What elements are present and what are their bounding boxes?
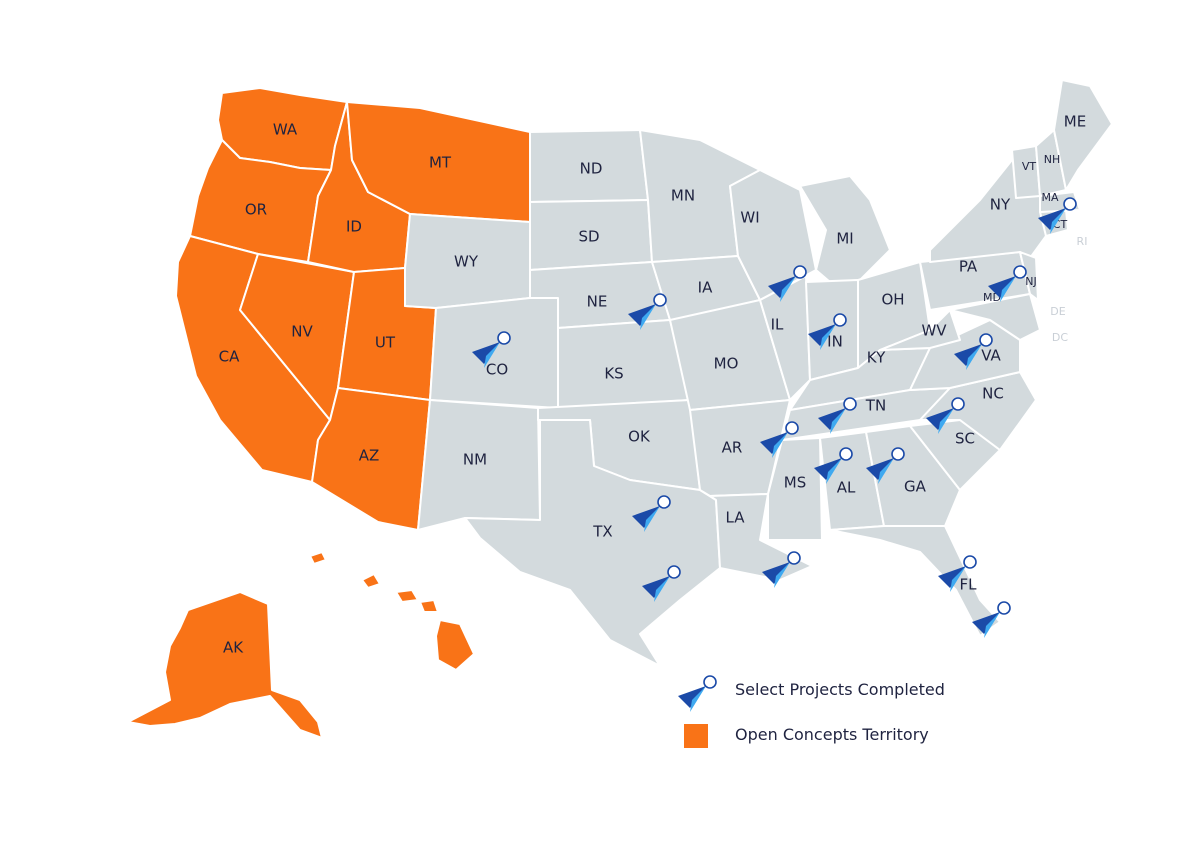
state-hi-4[interactable] bbox=[419, 599, 439, 613]
project-marker-in[interactable] bbox=[808, 313, 847, 350]
label-la: LA bbox=[726, 509, 746, 527]
state-hi-3[interactable] bbox=[395, 589, 419, 603]
project-marker-ne[interactable] bbox=[628, 293, 667, 330]
label-dc: DC bbox=[1052, 331, 1068, 344]
label-ne: NE bbox=[587, 293, 608, 311]
legend-projects-label: Select Projects Completed bbox=[735, 680, 945, 699]
project-marker-pa[interactable] bbox=[988, 265, 1027, 302]
project-marker-fl[interactable] bbox=[938, 555, 977, 592]
label-mt: MT bbox=[429, 154, 452, 172]
project-marker-ar[interactable] bbox=[760, 421, 799, 458]
project-marker-fl-south[interactable] bbox=[972, 601, 1011, 638]
label-ks: KS bbox=[604, 365, 623, 383]
project-marker-tn[interactable] bbox=[818, 397, 857, 434]
state-wv[interactable] bbox=[879, 309, 961, 351]
label-nd: ND bbox=[580, 160, 603, 178]
label-ri: RI bbox=[1077, 235, 1088, 248]
label-ky: KY bbox=[867, 349, 886, 367]
label-mi: MI bbox=[836, 230, 853, 248]
label-mn: MN bbox=[671, 187, 695, 205]
state-hi-1[interactable] bbox=[309, 551, 327, 565]
label-wi: WI bbox=[740, 209, 759, 227]
label-il: IL bbox=[771, 316, 784, 334]
project-marker-va[interactable] bbox=[954, 333, 993, 370]
label-or: OR bbox=[245, 201, 267, 219]
label-al: AL bbox=[837, 479, 856, 497]
state-fl[interactable] bbox=[829, 525, 1001, 637]
legend-projects-icon bbox=[678, 675, 717, 712]
label-sc: SC bbox=[955, 430, 975, 448]
state-ak[interactable] bbox=[127, 591, 323, 739]
project-marker-ma[interactable] bbox=[1038, 197, 1077, 234]
label-fl: FL bbox=[960, 576, 978, 594]
state-ms[interactable] bbox=[767, 437, 823, 541]
legend-project-marker-icon[interactable] bbox=[678, 675, 717, 712]
label-ok: OK bbox=[628, 428, 651, 446]
state-hi-5[interactable] bbox=[435, 619, 475, 671]
label-ar: AR bbox=[722, 439, 743, 457]
label-tx: TX bbox=[592, 523, 612, 541]
state-co[interactable] bbox=[429, 297, 559, 409]
state-hi-2[interactable] bbox=[361, 573, 381, 589]
label-az: AZ bbox=[359, 447, 380, 465]
project-markers-layer bbox=[472, 197, 1077, 638]
project-marker-tx-south[interactable] bbox=[642, 565, 681, 602]
label-sd: SD bbox=[578, 228, 599, 246]
label-pa: PA bbox=[959, 258, 978, 276]
legend-territory-icon bbox=[684, 724, 708, 748]
label-id: ID bbox=[346, 218, 362, 236]
label-va: VA bbox=[981, 347, 1001, 365]
label-mo: MO bbox=[714, 355, 739, 373]
project-marker-tx[interactable] bbox=[632, 495, 671, 532]
state-nj[interactable] bbox=[1019, 251, 1039, 301]
state-me[interactable] bbox=[1053, 79, 1113, 191]
project-marker-al[interactable] bbox=[814, 447, 853, 484]
label-oh: OH bbox=[881, 291, 904, 309]
states-layer bbox=[127, 79, 1113, 739]
label-in: IN bbox=[827, 333, 843, 351]
project-marker-co[interactable] bbox=[472, 331, 511, 368]
state-ga[interactable] bbox=[865, 425, 961, 527]
label-nv: NV bbox=[291, 323, 313, 341]
label-ny: NY bbox=[990, 196, 1011, 214]
label-ut: UT bbox=[375, 334, 396, 352]
label-nh: NH bbox=[1044, 153, 1061, 166]
label-ga: GA bbox=[904, 478, 927, 496]
label-wv: WV bbox=[921, 322, 947, 340]
label-ia: IA bbox=[698, 279, 713, 297]
legend bbox=[678, 675, 717, 748]
state-tx[interactable] bbox=[464, 419, 721, 667]
label-wy: WY bbox=[454, 253, 479, 271]
project-marker-il[interactable] bbox=[768, 265, 807, 302]
label-ca: CA bbox=[219, 348, 240, 366]
project-marker-nc[interactable] bbox=[926, 397, 965, 434]
label-nc: NC bbox=[982, 385, 1004, 403]
legend-territory-label: Open Concepts Territory bbox=[735, 725, 929, 744]
label-me: ME bbox=[1064, 113, 1086, 131]
state-md[interactable] bbox=[949, 293, 1041, 341]
label-vt: VT bbox=[1022, 160, 1037, 173]
label-ma: MA bbox=[1041, 191, 1058, 204]
label-ms: MS bbox=[784, 474, 806, 492]
state-ks[interactable] bbox=[557, 319, 691, 409]
label-tn: TN bbox=[865, 397, 886, 415]
label-co: CO bbox=[486, 361, 508, 379]
label-de: DE bbox=[1050, 305, 1065, 318]
label-nm: NM bbox=[463, 451, 487, 469]
label-wa: WA bbox=[273, 121, 298, 139]
project-marker-la[interactable] bbox=[762, 551, 801, 588]
project-marker-ga[interactable] bbox=[866, 447, 905, 484]
state-labels-layer: WA OR CA NV ID MT UT AZ AK WY CO NM ND S… bbox=[219, 113, 1088, 657]
label-ak: AK bbox=[223, 639, 244, 657]
state-la[interactable] bbox=[709, 493, 813, 581]
label-nj: NJ bbox=[1025, 275, 1036, 288]
